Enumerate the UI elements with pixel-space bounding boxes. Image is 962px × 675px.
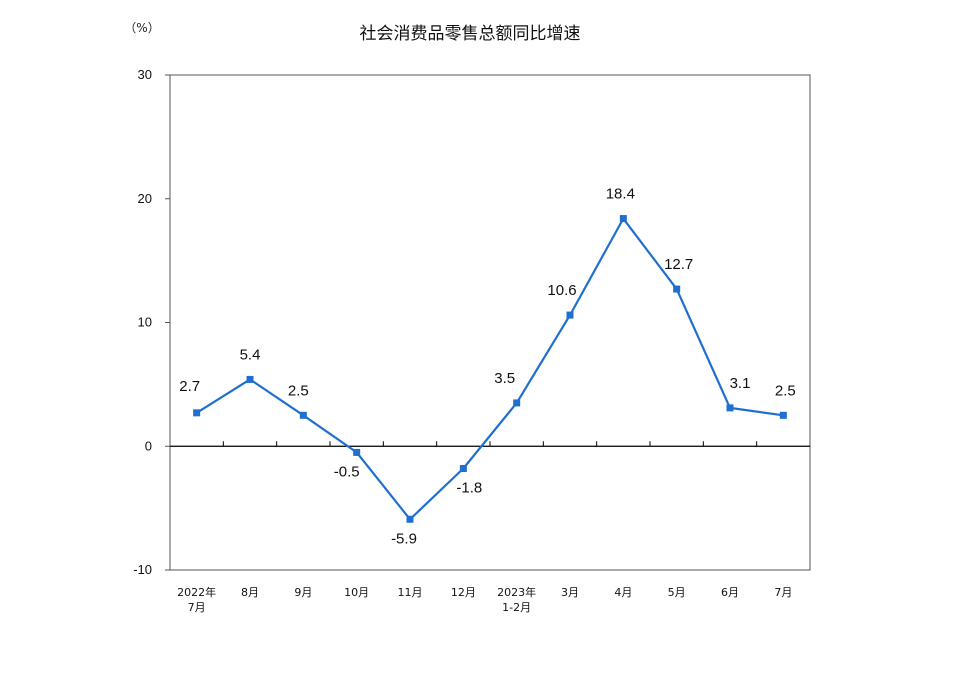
data-label: -5.9 (391, 530, 417, 547)
data-point (513, 399, 521, 407)
data-label: 5.4 (240, 346, 261, 363)
data-point (459, 465, 467, 473)
data-label: 18.4 (606, 186, 635, 203)
x-tick-label: 2022年 (177, 585, 216, 599)
data-point (779, 411, 787, 419)
y-tick-label: 0 (145, 438, 152, 453)
data-point (193, 409, 201, 417)
data-label: 12.7 (664, 256, 693, 273)
data-point (406, 515, 414, 523)
x-tick-label: 6月 (721, 586, 739, 599)
data-label: 2.5 (288, 382, 309, 399)
data-label: -0.5 (334, 463, 360, 480)
x-tick-label: 7月 (774, 586, 792, 599)
y-tick-label: 30 (138, 67, 152, 82)
data-point (246, 375, 254, 383)
x-tick-label: 2023年 (497, 585, 536, 599)
data-point (566, 311, 574, 319)
x-tick-label: 12月 (451, 586, 476, 599)
y-axis: 30 20 10 0 -10 (133, 67, 170, 577)
series-markers (193, 215, 787, 523)
x-tick-label: 9月 (294, 586, 312, 599)
data-labels: 2.7 5.4 2.5 -0.5 -5.9 -1.8 3.5 10.6 18.4 12.7 3.1 2… (179, 186, 796, 548)
data-point (299, 411, 307, 419)
x-tick-label: 5月 (668, 586, 686, 599)
x-tick-label: 11月 (398, 586, 423, 599)
y-unit-label: （%） (124, 21, 159, 35)
data-label: 10.6 (547, 282, 576, 299)
x-axis: 2022年 7月 8月 9月 10月 11月 12月 2023年 1-2月 3月 4月 5月 6月 7月 (177, 441, 792, 614)
x-tick-label: 10月 (344, 586, 369, 599)
x-tick-label: 1-2月 (502, 601, 531, 614)
x-tick-label: 7月 (188, 601, 206, 614)
data-label: 2.7 (179, 378, 200, 395)
x-tick-label: 3月 (561, 586, 579, 599)
data-point (726, 404, 734, 412)
y-tick-label: 10 (138, 315, 152, 330)
x-tick-label: 8月 (241, 586, 259, 599)
data-label: 3.1 (730, 375, 751, 392)
data-point (353, 448, 361, 456)
y-tick-label: -10 (133, 562, 152, 577)
series-line (196, 217, 784, 521)
y-tick-label: 20 (138, 191, 152, 206)
plot-frame (169, 74, 811, 571)
data-label: -1.8 (456, 480, 482, 497)
data-point (619, 215, 627, 223)
data-label: 2.5 (775, 382, 796, 399)
chart-title: 社会消费品零售总额同比增速 (360, 24, 581, 44)
data-point (673, 285, 681, 293)
x-tick-label: 4月 (614, 586, 632, 599)
data-label: 3.5 (494, 370, 515, 387)
